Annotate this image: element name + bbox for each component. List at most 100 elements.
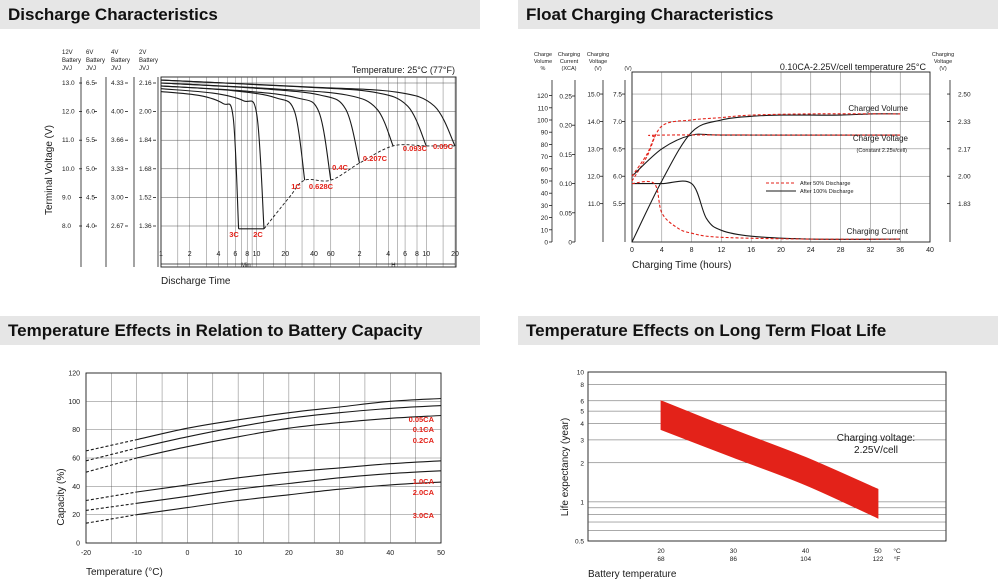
discharge-curve bbox=[160, 79, 456, 147]
x-tick-label: -10 bbox=[132, 550, 142, 557]
column-header: Charging bbox=[587, 52, 609, 58]
x-tick-label: 6 bbox=[233, 251, 237, 258]
x-tick-label: 4 bbox=[386, 251, 390, 258]
curve-label: Charged Volume bbox=[848, 104, 908, 113]
x-tick-label: 20 bbox=[777, 247, 785, 254]
voltage-tick: 2.17 bbox=[958, 146, 971, 153]
y-tick-label: 8 bbox=[580, 382, 584, 389]
volume-tick: 120 bbox=[537, 93, 548, 100]
x-axis-label: Temperature (°C) bbox=[86, 567, 163, 578]
rate-label: 0.628C bbox=[309, 182, 334, 191]
capacity-curve bbox=[136, 470, 442, 504]
rate-label: 0.4C bbox=[332, 163, 348, 172]
volume-tick: 20 bbox=[541, 215, 549, 222]
voltage-tick: 2.50 bbox=[958, 92, 971, 99]
y-tick-label: 100 bbox=[68, 399, 80, 406]
volume-tick: 50 bbox=[541, 179, 549, 186]
panel-title: Float Charging Characteristics bbox=[518, 0, 998, 29]
x-tick-label: 60 bbox=[327, 251, 335, 258]
rate-label: 3.0CA bbox=[413, 511, 435, 520]
rate-label: 1C bbox=[291, 182, 301, 191]
capacity-curve-dashed bbox=[85, 447, 137, 462]
column-header: (XCA) bbox=[562, 66, 577, 72]
voltage-tick: 4.5 bbox=[86, 194, 95, 201]
column-header: JVJ bbox=[139, 66, 149, 72]
volume-tick: 60 bbox=[541, 166, 549, 173]
x-tick-label: 50 bbox=[437, 550, 445, 557]
curve-label: Charge Voltage bbox=[853, 134, 909, 143]
column-header: Voltage bbox=[589, 59, 607, 65]
y-tick-label: 3 bbox=[580, 437, 584, 444]
y-tick-label: 0.5 bbox=[575, 539, 584, 546]
column-header: (V) bbox=[594, 66, 602, 72]
x-tick-label: 20 bbox=[281, 251, 289, 258]
float-life-panel: Temperature Effects on Long Term Float L… bbox=[518, 316, 1000, 585]
x-tick-label: 10 bbox=[234, 550, 242, 557]
volume-tick: 30 bbox=[541, 203, 549, 210]
rate-label: 3C bbox=[229, 230, 239, 239]
voltage-tick: 5.0 bbox=[86, 166, 95, 173]
x-tick-label: 50 bbox=[874, 548, 882, 555]
voltage-tick: 6.0 bbox=[86, 109, 95, 116]
x-tick-label: 20 bbox=[657, 548, 665, 555]
y-axis-label: Terminal Voltage (V) bbox=[44, 125, 55, 215]
x-tick-label: 40 bbox=[926, 247, 934, 254]
x-tick-label: 20 bbox=[285, 550, 293, 557]
float-panel: Float Charging Characteristics Charge Vol… bbox=[518, 0, 1000, 290]
y-axis-label: Capacity (%) bbox=[56, 468, 67, 525]
voltage-tick: 5.5 bbox=[613, 201, 622, 208]
curve-label: Charging Current bbox=[847, 227, 909, 236]
capacity-curve bbox=[136, 397, 442, 441]
y-tick-label: 0 bbox=[76, 541, 80, 548]
voltage-tick: 1.68 bbox=[139, 166, 152, 173]
current-tick: 0.15 bbox=[559, 152, 572, 159]
voltage-tick: 12.0 bbox=[587, 174, 600, 181]
discharge-curve bbox=[160, 85, 332, 181]
float-chart: ChargeVolume%ChargingCurrent(XCA)Chargin… bbox=[534, 52, 971, 271]
x-unit-label: °C bbox=[893, 547, 901, 555]
x-tick-label: 10 bbox=[422, 251, 430, 258]
end-voltage-envelope bbox=[263, 144, 455, 230]
x-tick-label: 1 bbox=[159, 251, 163, 258]
voltage-tick: 3.66 bbox=[111, 137, 124, 144]
x-tick-label: 40 bbox=[802, 548, 810, 555]
float-curve bbox=[631, 134, 901, 177]
discharge-panel: Discharge Characteristics 12V Battery JVJ 6… bbox=[0, 0, 480, 290]
panel-title: Discharge Characteristics bbox=[0, 0, 480, 29]
x-tick-label: 10 bbox=[253, 251, 261, 258]
column-header: (V) bbox=[624, 66, 632, 72]
chart-subtitle: 0.10CA-2.25V/cell temperature 25°C bbox=[780, 62, 927, 72]
voltage-tick: 14.0 bbox=[587, 119, 600, 126]
x-tick-label: -20 bbox=[81, 550, 91, 557]
plot-frame bbox=[160, 76, 457, 268]
range-label: Min bbox=[241, 263, 251, 269]
voltage-tick: 7.0 bbox=[613, 119, 622, 126]
capacity-curve bbox=[136, 460, 442, 493]
rate-label: 0.05CA bbox=[409, 415, 435, 424]
x-tick-label: 20 bbox=[451, 251, 459, 258]
x-tick-label: 8 bbox=[690, 247, 694, 254]
float-life-band bbox=[660, 400, 879, 519]
voltage-tick: 7.5 bbox=[613, 92, 622, 99]
column-header: Battery bbox=[139, 58, 158, 64]
voltage-tick: 2.00 bbox=[958, 174, 971, 181]
volume-tick: 70 bbox=[541, 154, 549, 161]
y-tick-label: 10 bbox=[577, 370, 585, 377]
current-tick: 0.05 bbox=[559, 210, 572, 217]
volume-tick: 90 bbox=[541, 130, 549, 137]
x-tick-label: 28 bbox=[837, 247, 845, 254]
column-header: 6V bbox=[86, 50, 93, 56]
column-header: 2V bbox=[139, 50, 146, 56]
volume-tick: 80 bbox=[541, 142, 549, 149]
float-curve bbox=[631, 113, 901, 182]
voltage-tick: 2.33 bbox=[958, 119, 971, 126]
x-tick-label: 4 bbox=[217, 251, 221, 258]
x-tick-label: 30 bbox=[336, 550, 344, 557]
x-tick-label: 2 bbox=[188, 251, 192, 258]
x-tick-label: 86 bbox=[730, 556, 738, 563]
voltage-tick: 9.0 bbox=[62, 194, 71, 201]
x-tick-label: 68 bbox=[657, 556, 665, 563]
x-tick-label: 40 bbox=[386, 550, 394, 557]
column-header: 12V bbox=[62, 50, 73, 56]
